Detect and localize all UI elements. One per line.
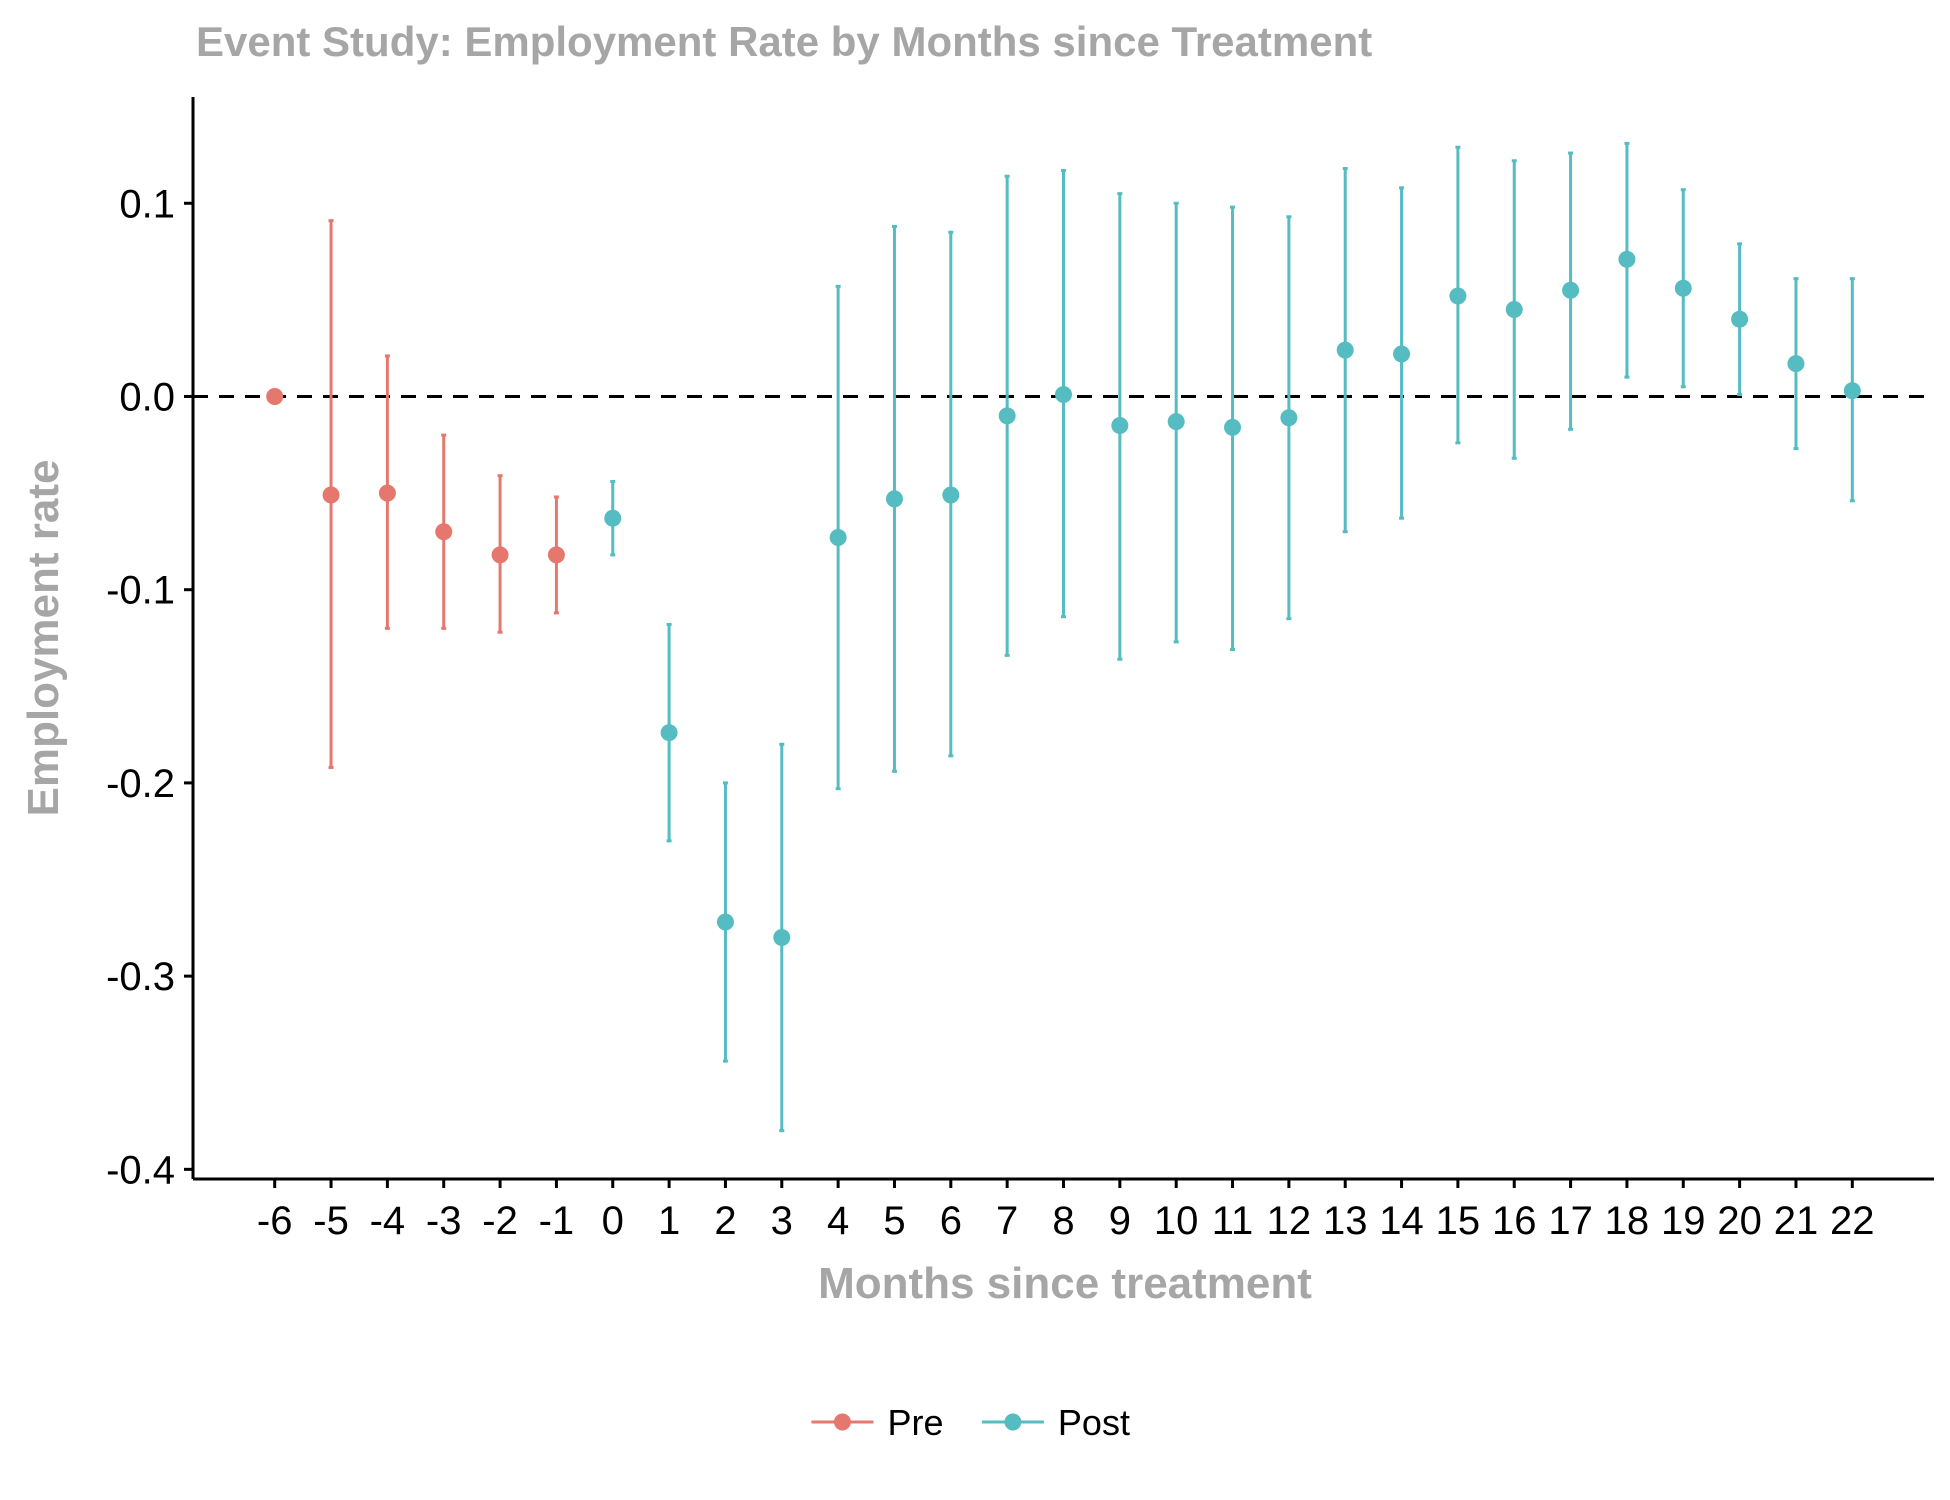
data-point <box>1167 413 1185 431</box>
x-tick-label: 21 <box>1774 1199 1819 1243</box>
legend-label: Post <box>1058 1402 1130 1443</box>
x-tick-label: -4 <box>370 1199 406 1243</box>
data-point <box>1731 310 1749 328</box>
x-tick-label: 18 <box>1605 1199 1650 1243</box>
chart-title: Event Study: Employment Rate by Months s… <box>196 18 1372 65</box>
y-tick-label: 0.0 <box>119 375 175 419</box>
x-tick-label: 15 <box>1436 1199 1481 1243</box>
legend-label: Pre <box>887 1402 943 1443</box>
data-point <box>885 490 903 508</box>
legend-key-point <box>833 1413 851 1431</box>
y-tick-label: -0.1 <box>106 569 175 613</box>
x-tick-label: 16 <box>1492 1199 1537 1243</box>
x-tick-label: 9 <box>1109 1199 1131 1243</box>
data-point <box>660 724 678 742</box>
x-tick-label: 5 <box>883 1199 905 1243</box>
y-tick-label: -0.3 <box>106 955 175 999</box>
data-point <box>266 387 284 405</box>
x-tick-label: 22 <box>1830 1199 1875 1243</box>
x-tick-label: 19 <box>1661 1199 1706 1243</box>
x-tick-label: 13 <box>1323 1199 1368 1243</box>
y-tick-label: 0.1 <box>119 182 175 226</box>
x-tick-label: -5 <box>313 1199 349 1243</box>
data-point <box>435 523 453 541</box>
y-axis-title: Employment rate <box>19 460 68 817</box>
x-tick-label: 14 <box>1379 1199 1424 1243</box>
legend: Pre Post <box>811 1402 1130 1443</box>
x-tick-label: 0 <box>602 1199 624 1243</box>
data-point <box>1787 355 1805 373</box>
data-point <box>773 928 791 946</box>
y-axis-ticks: 0.1 0.0 -0.1 -0.2 -0.3 -0.4 <box>106 182 193 1192</box>
data-point <box>1224 418 1242 436</box>
data-point <box>1111 416 1129 434</box>
series-pre <box>266 219 565 769</box>
y-tick-label: -0.4 <box>106 1148 175 1192</box>
data-point <box>491 546 509 564</box>
data-point <box>378 484 396 502</box>
legend-key-point <box>1004 1413 1022 1431</box>
data-point <box>1505 301 1523 319</box>
x-tick-label: -1 <box>539 1199 575 1243</box>
data-point <box>998 407 1016 425</box>
data-point <box>547 546 565 564</box>
x-tick-label: 20 <box>1717 1199 1762 1243</box>
x-tick-label: 11 <box>1212 1199 1254 1243</box>
x-tick-label: 10 <box>1154 1199 1199 1243</box>
x-axis-title: Months since treatment <box>818 1259 1312 1308</box>
y-tick-label: -0.2 <box>106 762 175 806</box>
x-tick-label: 3 <box>771 1199 793 1243</box>
x-axis-ticks: -6 -5 -4 -3 -2 -1 0 1 2 3 4 5 6 7 8 9 10 11 12 13 14 15 16 17 18… <box>257 1179 1875 1243</box>
data-point <box>1280 409 1298 427</box>
x-tick-label: 8 <box>1052 1199 1074 1243</box>
data-point <box>1393 345 1411 363</box>
data-point <box>716 913 734 931</box>
x-tick-label: 6 <box>940 1199 962 1243</box>
legend-item-pre: Pre <box>811 1402 943 1443</box>
data-point <box>1843 382 1861 400</box>
plot-area <box>193 141 1934 1133</box>
data-point <box>942 486 960 504</box>
series-post <box>604 141 1861 1133</box>
x-tick-label: 1 <box>658 1199 680 1243</box>
x-tick-label: -3 <box>426 1199 462 1243</box>
data-point <box>1449 287 1467 305</box>
x-tick-label: 2 <box>714 1199 736 1243</box>
x-tick-label: 17 <box>1548 1199 1593 1243</box>
x-tick-label: 7 <box>996 1199 1018 1243</box>
data-point <box>829 529 847 547</box>
data-point <box>1618 250 1636 268</box>
x-tick-label: -2 <box>482 1199 518 1243</box>
x-tick-label: 12 <box>1267 1199 1312 1243</box>
x-tick-label: -6 <box>257 1199 293 1243</box>
legend-item-post: Post <box>981 1402 1130 1443</box>
data-point <box>1562 281 1580 299</box>
data-point <box>604 509 622 527</box>
x-tick-label: 4 <box>827 1199 849 1243</box>
data-point <box>1055 386 1072 404</box>
data-point <box>1674 279 1692 297</box>
data-point <box>322 486 340 504</box>
data-point <box>1336 341 1354 359</box>
